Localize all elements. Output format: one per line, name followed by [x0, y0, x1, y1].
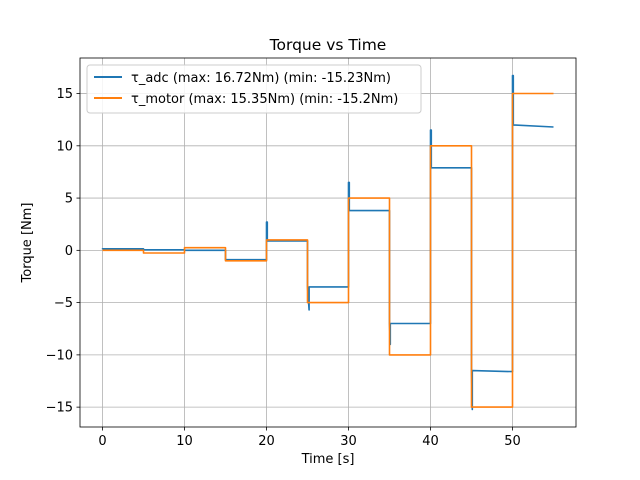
legend-label-motor: τ_motor (max: 15.35Nm) (min: -15.2Nm)	[131, 92, 398, 107]
chart-title: Torque vs Time	[269, 36, 387, 54]
y-tick-label: −10	[46, 348, 73, 363]
legend-label-adc: τ_adc (max: 16.72Nm) (min: -15.23Nm)	[131, 71, 391, 86]
axis-ticks: 0 10 20 30 40 50 −15 −10 −5 0 5 10 15	[46, 87, 521, 449]
plot-frame	[79, 57, 577, 428]
y-tick-label: 0	[65, 244, 73, 259]
y-tick-label: 10	[56, 139, 73, 154]
series-lines	[101, 74, 554, 411]
y-tick-label: 15	[56, 87, 73, 102]
y-tick-label: −5	[54, 296, 73, 311]
series-line-motor	[102, 92, 554, 408]
legend: τ_adc (max: 16.72Nm) (min: -15.23Nm) τ_m…	[86, 64, 422, 114]
x-tick-label: 30	[340, 434, 357, 449]
x-tick-label: 50	[504, 434, 521, 449]
legend-box	[86, 64, 422, 114]
y-tick-label: 5	[65, 192, 73, 207]
y-tick-label: −15	[46, 401, 73, 416]
x-tick-label: 10	[176, 434, 193, 449]
x-tick-label: 0	[98, 434, 106, 449]
x-tick-label: 40	[422, 434, 439, 449]
x-tick-label: 20	[258, 434, 275, 449]
x-axis-title: Time [s]	[301, 452, 355, 467]
y-axis-title: Torque [Nm]	[20, 203, 35, 284]
